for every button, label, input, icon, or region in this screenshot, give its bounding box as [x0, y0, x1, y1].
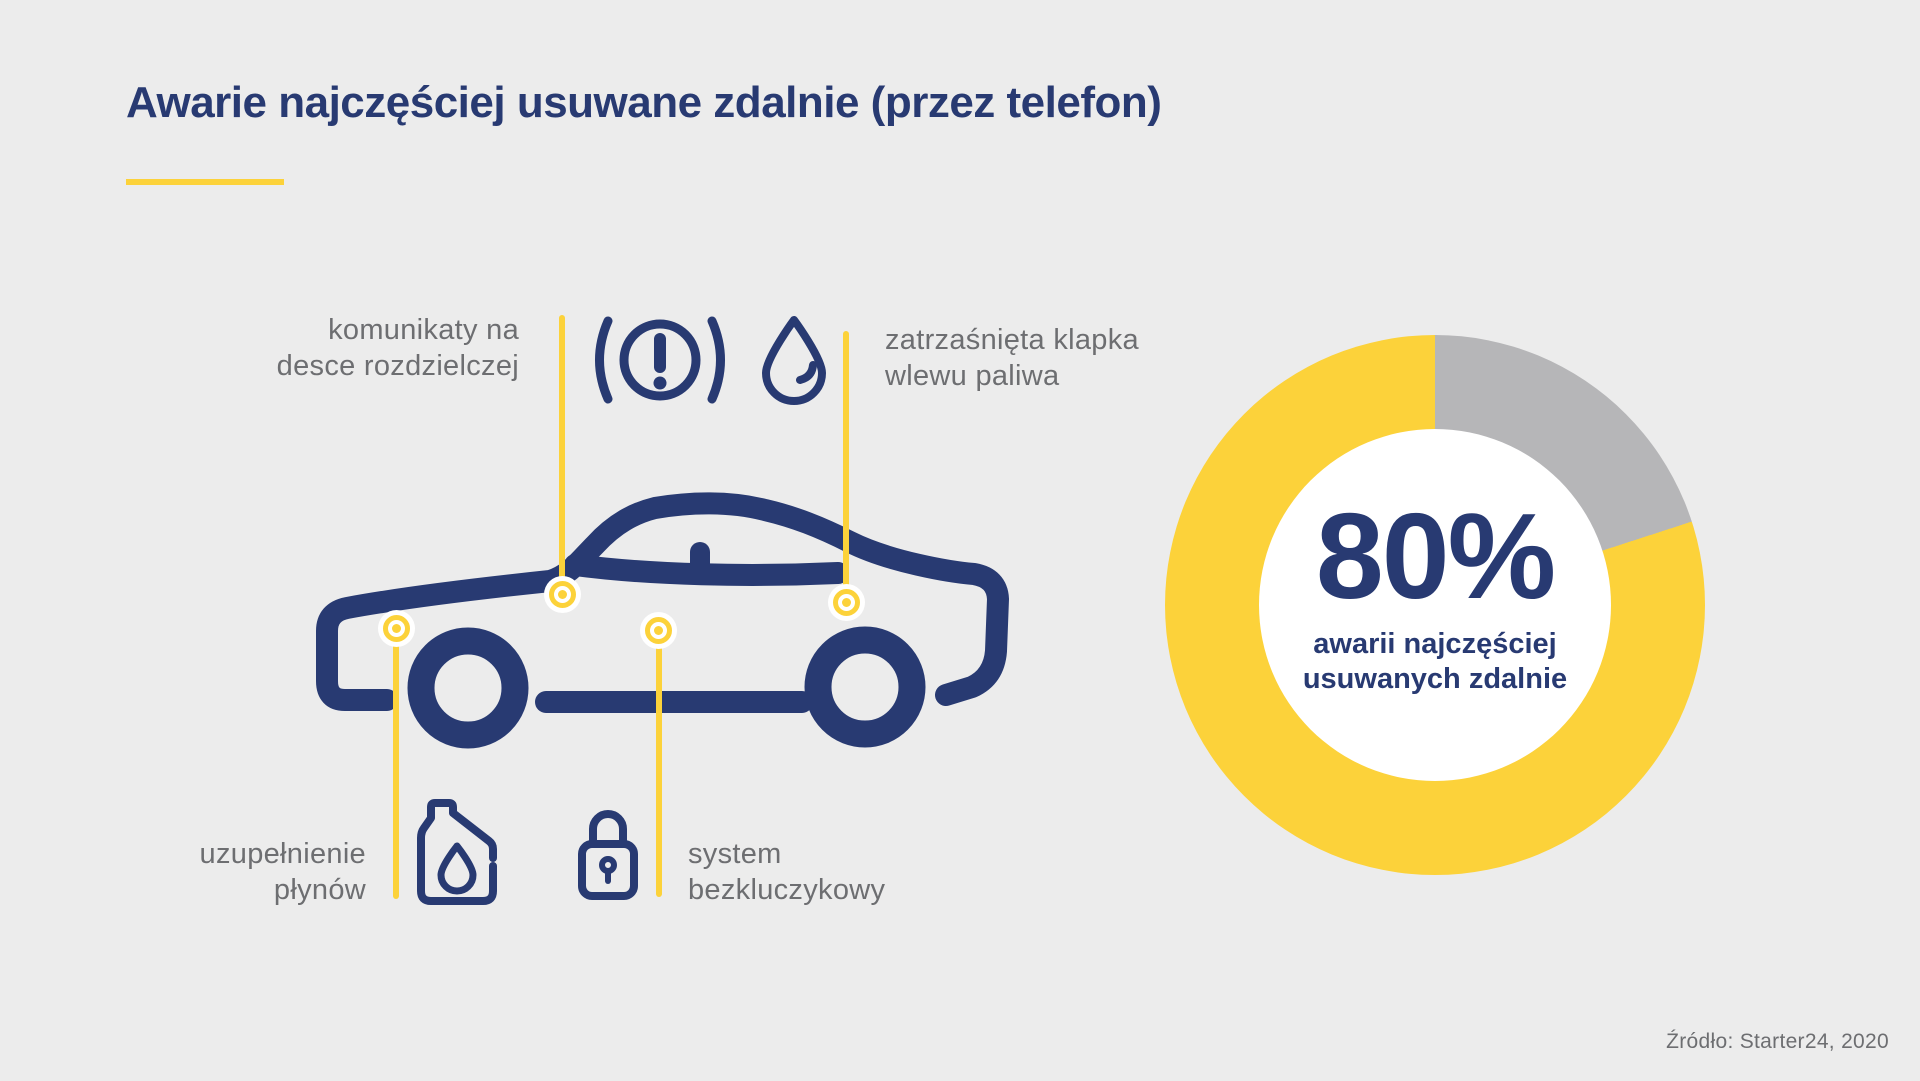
marker-dot	[558, 590, 567, 599]
marker-ring	[549, 581, 576, 608]
marker-dot	[392, 624, 401, 633]
padlock-icon	[578, 810, 638, 900]
leader-line-fluids	[393, 629, 399, 899]
car-point-marker-door	[640, 612, 677, 649]
source-credit: Źródło: Starter24, 2020	[1666, 1030, 1889, 1053]
marker-dot	[654, 626, 663, 635]
donut-center-caption: awarii najczęściej usuwanych zdalnie	[1302, 628, 1568, 695]
label-fluids-refill: uzupełnienie płynów	[199, 838, 366, 906]
oil-canister-icon	[417, 799, 497, 905]
rear-wheel	[804, 626, 926, 748]
label-fuel-flap: zatrzaśnięta klapka wlewu paliwa	[885, 324, 1139, 392]
title-underline	[126, 179, 284, 185]
marker-ring	[833, 589, 860, 616]
donut-center: 80% awarii najczęściej usuwanych zdalnie	[1259, 429, 1611, 781]
car-point-marker-dashboard	[544, 576, 581, 613]
leader-line-dashboard	[559, 315, 565, 594]
label-dashboard-messages: komunikaty na desce rozdzielczej	[276, 314, 519, 382]
donut-center-value: 80%	[1315, 488, 1556, 624]
front-wheel	[407, 627, 529, 749]
brake-warning-icon	[595, 316, 725, 404]
leader-line-fuel-flap	[843, 331, 849, 602]
page-title: Awarie najczęściej usuwane zdalnie (prze…	[126, 78, 1162, 127]
label-keyless-system: system bezkluczykowy	[688, 838, 886, 906]
leader-line-keyless	[656, 630, 662, 897]
car-point-marker-fuel-flap	[828, 584, 865, 621]
car-body-outline	[316, 492, 1009, 711]
water-drop-icon	[762, 316, 826, 405]
marker-dot	[842, 598, 851, 607]
car-illustration	[316, 492, 1009, 749]
marker-ring	[645, 617, 672, 644]
car-point-marker-fender	[378, 610, 415, 647]
donut-chart: 80% awarii najczęściej usuwanych zdalnie	[1165, 335, 1705, 875]
marker-ring	[383, 615, 410, 642]
